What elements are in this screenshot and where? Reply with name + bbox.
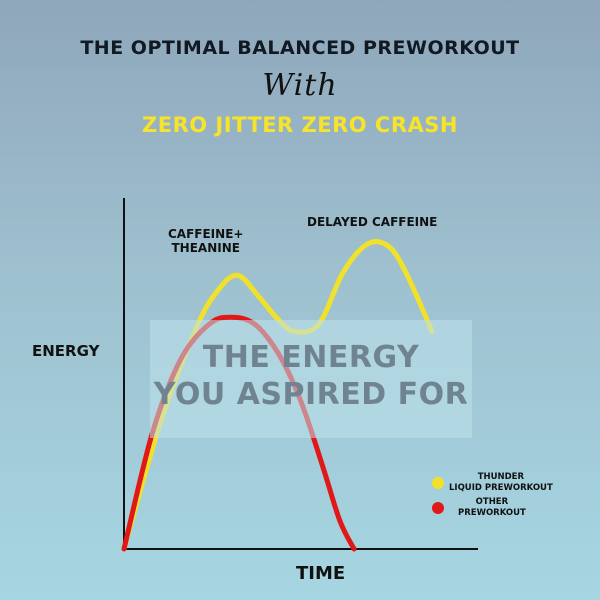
- x-axis-label: TIME: [296, 563, 346, 584]
- legend-other-line-1: OTHER: [475, 497, 509, 507]
- y-axis-label: ENERGY: [32, 342, 100, 360]
- with-script-text: With: [262, 68, 338, 103]
- legend-label-other: OTHER PREWORKOUT: [458, 497, 526, 519]
- annotation-caffeine-line-1: CAFFEINE+: [168, 227, 244, 241]
- legend-swatch-other: [432, 502, 444, 514]
- annotation-caffeine-line-2: THEANINE: [171, 241, 240, 255]
- legend-other-line-2: PREWORKOUT: [458, 508, 526, 518]
- page-title: THE OPTIMAL BALANCED PREWORKOUT: [80, 37, 520, 59]
- subtitle: ZERO JITTER ZERO CRASH: [142, 113, 458, 137]
- annotation-delayed-caffeine: DELAYED CAFFEINE: [307, 215, 438, 229]
- legend-label-thunder: THUNDER LIQUID PREWORKOUT: [449, 472, 553, 494]
- legend-item-other: OTHER PREWORKOUT: [432, 497, 526, 519]
- overlay-line-1: THE ENERGY: [202, 340, 420, 375]
- legend-item-thunder: THUNDER LIQUID PREWORKOUT: [432, 472, 553, 494]
- legend-thunder-line-2: LIQUID PREWORKOUT: [449, 483, 553, 493]
- overlay-box: [150, 320, 472, 438]
- legend-swatch-thunder: [432, 477, 444, 489]
- overlay-line-2: YOU ASPIRED FOR: [153, 377, 469, 412]
- legend-thunder-line-1: THUNDER: [477, 472, 525, 482]
- annotation-caffeine-theanine: CAFFEINE+ THEANINE: [168, 227, 243, 255]
